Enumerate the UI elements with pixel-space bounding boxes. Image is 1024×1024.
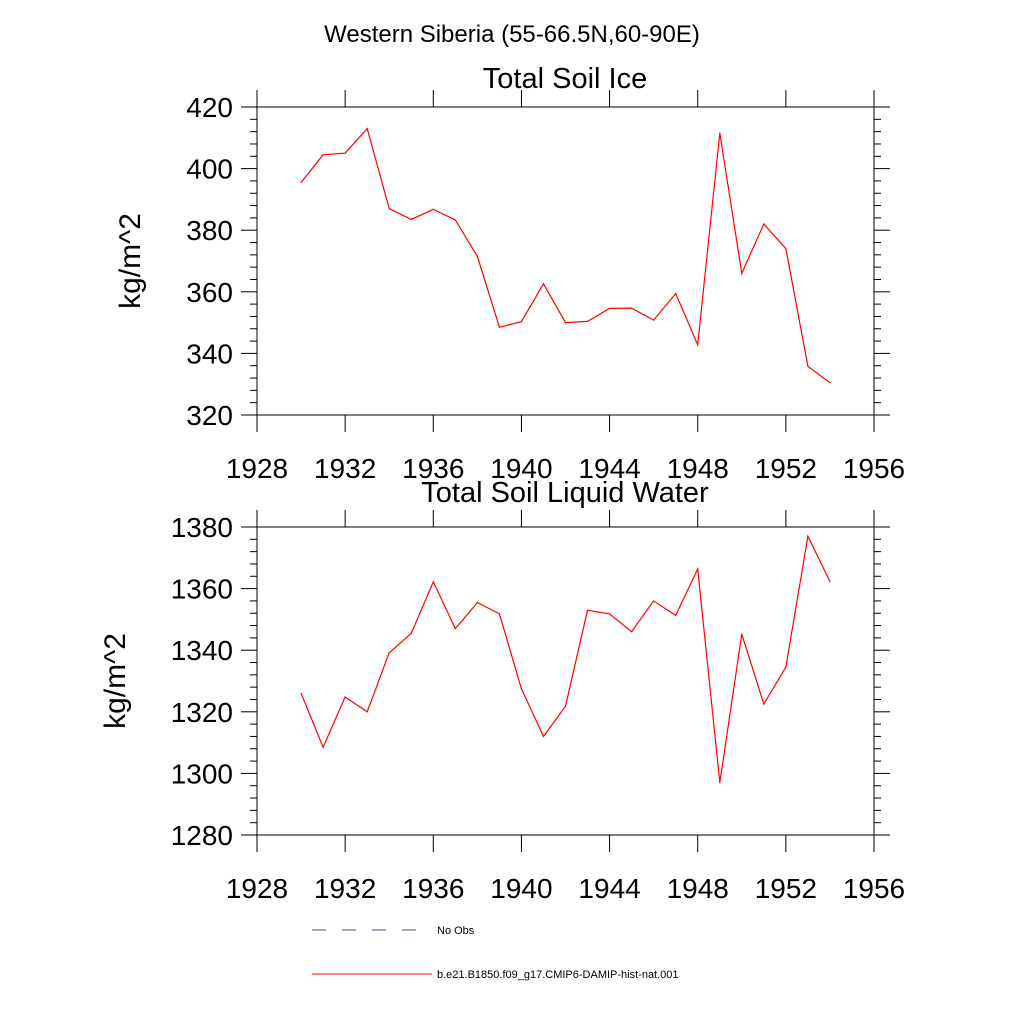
data-point: [344, 696, 346, 698]
y-tick-label: 1380: [171, 512, 233, 543]
data-point: [807, 535, 809, 537]
data-point: [520, 688, 523, 690]
x-tick-label: 1948: [667, 453, 729, 484]
data-point: [454, 219, 456, 221]
data-point: [829, 580, 831, 583]
data-point: [366, 711, 368, 713]
data-point: [719, 782, 721, 784]
series-line: [300, 534, 831, 783]
data-point: [608, 307, 611, 310]
y-tick-label: 1280: [171, 820, 233, 851]
x-tick-label: 1944: [578, 873, 640, 904]
figure-title: Western Siberia (55-66.5N,60-90E): [324, 21, 700, 48]
x-tick-label: 1956: [843, 453, 905, 484]
data-point: [388, 208, 390, 210]
x-tick-label: 1948: [667, 873, 729, 904]
panel-total-soil-liquid-water: Total Soil Liquid Water kg/m^2 1928 1932 1…: [99, 477, 905, 904]
data-point: [675, 614, 677, 616]
data-point: [344, 152, 346, 154]
panel-total-soil-ice: Total Soil Ice kg/m^2 1928 1932 1936 1940 19…: [114, 63, 905, 484]
data-point: [410, 632, 412, 634]
data-point: [653, 319, 655, 321]
y-axis-label: kg/m^2: [99, 633, 132, 729]
y-tick-label: 1360: [171, 574, 233, 605]
data-point: [785, 248, 787, 250]
x-tick-label: 1956: [843, 873, 905, 904]
data-point: [631, 631, 633, 633]
y-tick-label: 1320: [171, 697, 233, 728]
x-tick-label: 1952: [755, 873, 817, 904]
data-point: [542, 283, 545, 285]
data-point: [785, 666, 787, 668]
data-point: [719, 132, 721, 134]
data-point: [631, 307, 633, 309]
data-point: [476, 601, 478, 604]
y-tick-label: 1340: [171, 635, 233, 666]
panel-title: Total Soil Ice: [483, 63, 647, 95]
data-point: [586, 609, 589, 611]
y-tick-label: 400: [186, 154, 233, 185]
data-point: [476, 255, 478, 257]
data-point: [432, 208, 434, 210]
data-point: [388, 652, 390, 654]
legend-label: b.e21.B1850.f09_g17.CMIP6-DAMIP-hist-nat…: [437, 969, 679, 981]
data-point: [675, 293, 677, 295]
y-tick-label: 380: [186, 215, 233, 246]
y-tick-label: 1300: [171, 758, 233, 789]
plot-frame: [256, 526, 875, 836]
x-tick-label: 1936: [402, 453, 464, 484]
data-point: [741, 633, 743, 635]
data-point: [586, 320, 589, 322]
x-tick-label: 1932: [314, 873, 376, 904]
data-point: [322, 154, 324, 156]
data-point: [653, 600, 655, 602]
data-point: [432, 581, 434, 583]
x-tick-label: 1940: [490, 873, 552, 904]
data-point: [564, 705, 567, 707]
data-point: [366, 127, 368, 130]
panel-title: Total Soil Liquid Water: [421, 477, 709, 509]
x-tick-label: 1940: [490, 453, 552, 484]
data-point: [807, 365, 809, 367]
y-tick-label: 360: [186, 277, 233, 308]
data-point: [697, 344, 699, 346]
data-point: [300, 181, 302, 184]
data-point: [829, 382, 831, 384]
data-point: [300, 692, 302, 694]
x-tick-label: 1944: [578, 453, 640, 484]
data-point: [741, 272, 743, 274]
x-tick-label: 1932: [314, 453, 376, 484]
data-point: [564, 322, 567, 324]
y-tick-label: 320: [186, 400, 233, 431]
legend-item-model: b.e21.B1850.f09_g17.CMIP6-DAMIP-hist-nat…: [312, 969, 679, 981]
series-line: [300, 127, 831, 384]
legend: No Obs b.e21.B1850.f09_g17.CMIP6-DAMIP-h…: [312, 925, 679, 981]
data-point: [763, 223, 765, 225]
x-tick-label: 1928: [226, 453, 288, 484]
legend-item-no-obs: No Obs: [312, 925, 475, 937]
data-point: [608, 613, 611, 615]
x-tick-label: 1928: [226, 873, 288, 904]
y-axis-label: kg/m^2: [114, 213, 147, 309]
data-point: [520, 321, 523, 323]
data-point: [763, 703, 765, 705]
y-tick-label: 340: [186, 338, 233, 369]
x-tick-label: 1952: [755, 453, 817, 484]
data-point: [322, 746, 324, 748]
data-point: [542, 735, 545, 738]
data-point: [498, 613, 500, 615]
plot-frame: [256, 106, 875, 416]
data-point: [498, 326, 500, 328]
y-tick-label: 420: [186, 92, 233, 123]
data-point: [410, 218, 412, 221]
x-tick-label: 1936: [402, 873, 464, 904]
legend-label: No Obs: [437, 925, 475, 937]
data-point: [454, 628, 456, 630]
data-point: [697, 568, 699, 570]
